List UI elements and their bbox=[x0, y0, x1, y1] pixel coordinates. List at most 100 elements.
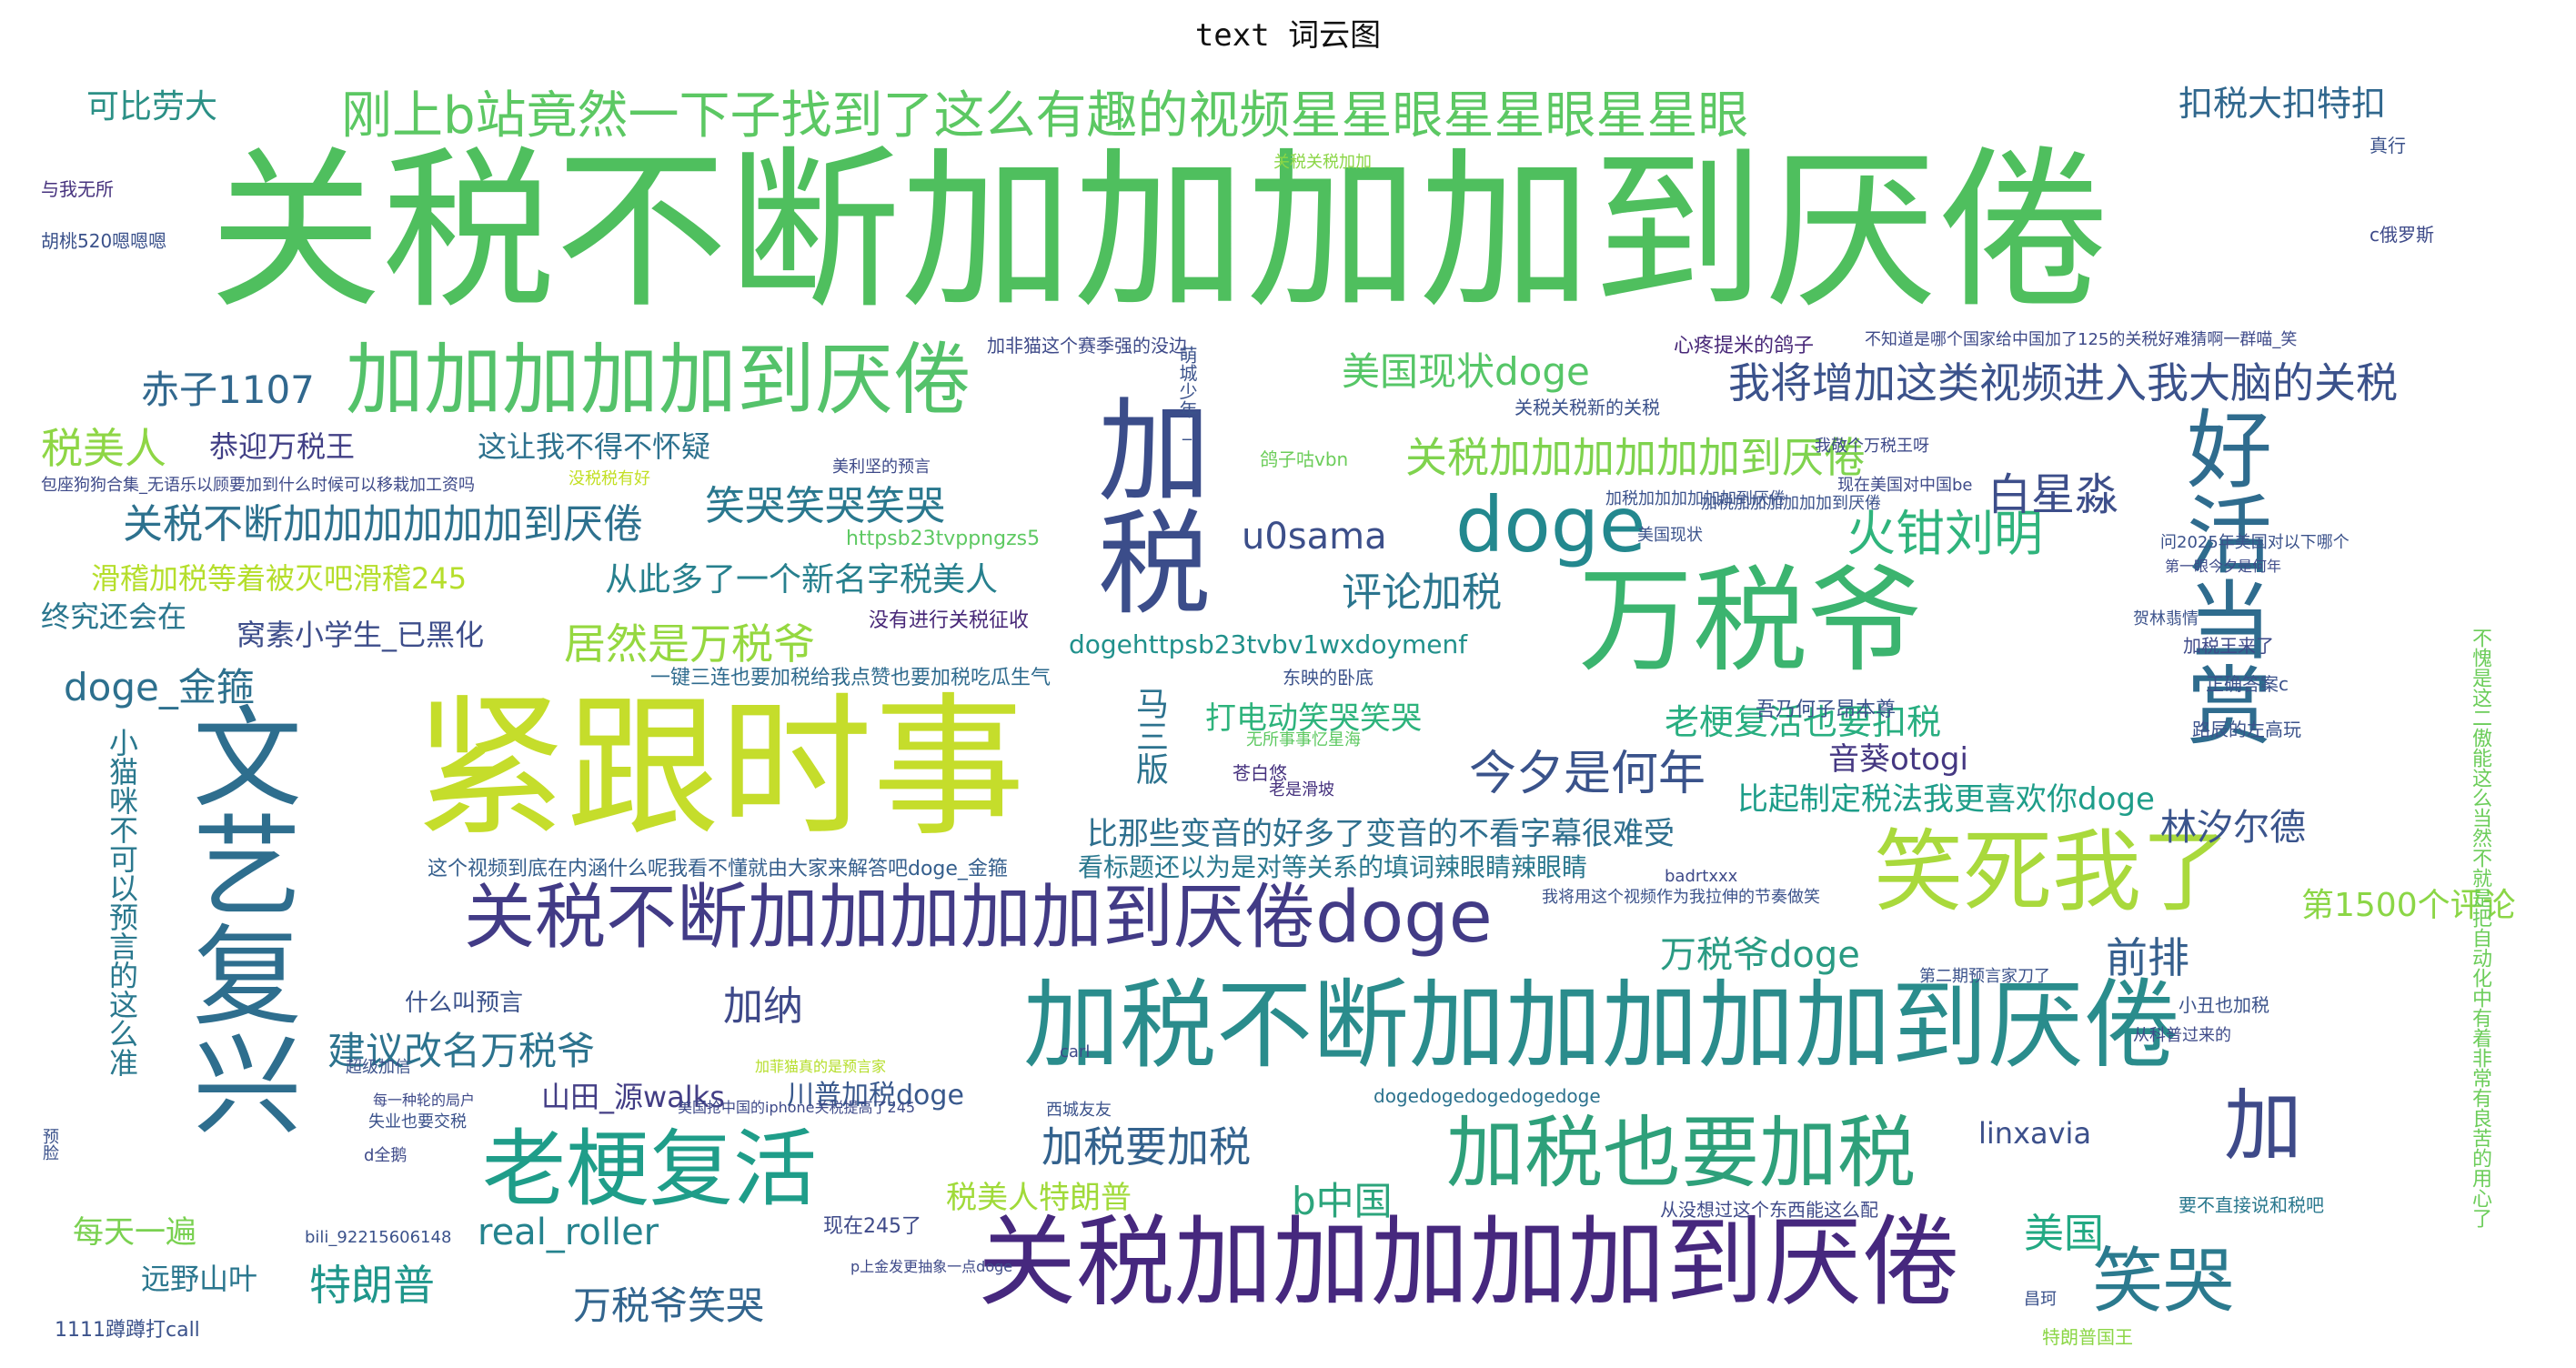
word: 远野山叶 bbox=[141, 1262, 258, 1296]
word: 鸽子咕vbn bbox=[1260, 448, 1349, 470]
word: 比起制定税法我更喜欢你doge bbox=[1737, 781, 2155, 818]
word: 加税加加加加加加到厌倦 bbox=[1605, 489, 1786, 508]
word: 万税爷doge bbox=[1660, 934, 1860, 976]
word: 美利坚的预言 bbox=[832, 458, 931, 477]
word: 我将增加这类视频进入我大脑的关税 bbox=[1728, 358, 2398, 407]
word: 小丑也加税 bbox=[2179, 994, 2269, 1016]
word: httpsb23tvppngzs5 bbox=[846, 528, 1041, 550]
word: 什么叫预言 bbox=[405, 990, 524, 1017]
word: 贺林翡情 bbox=[2133, 609, 2199, 629]
word: 加菲猫真的是预言家 bbox=[755, 1058, 887, 1075]
word: 每天一遍 bbox=[73, 1214, 196, 1251]
word: 现在美国对中国be bbox=[1837, 476, 1973, 495]
word: linxavia bbox=[1978, 1116, 2092, 1151]
word: bili_92215606148 bbox=[305, 1228, 452, 1247]
word: 紧跟时事 bbox=[414, 679, 1025, 857]
word: carl bbox=[1060, 1042, 1091, 1061]
word: 这让我不得不怀疑 bbox=[478, 429, 711, 464]
word: real_roller bbox=[478, 1212, 659, 1253]
word: 今夕是何年 bbox=[1469, 747, 1706, 801]
word: 川普加税doge bbox=[787, 1080, 964, 1112]
word: 胡桃520嗯嗯嗯 bbox=[41, 230, 167, 252]
word: 可比劳大 bbox=[86, 88, 218, 126]
word: 加税要加税 bbox=[1041, 1122, 1251, 1172]
word: 税美人特朗普 bbox=[946, 1180, 1132, 1216]
word: 好活当赏 bbox=[2172, 405, 2271, 747]
word: 心疼提米的鸽子 bbox=[1674, 335, 1815, 357]
word: 马三版 bbox=[1131, 687, 1168, 785]
word: 老梗复活 bbox=[482, 1121, 818, 1218]
word: 刚上b站竟然一下子找到了这么有趣的视频星星眼星星眼星星眼 bbox=[341, 86, 1749, 146]
word: 税美人 bbox=[41, 424, 166, 473]
word: 赤子1107 bbox=[141, 367, 315, 412]
word: 从科普过来的 bbox=[2133, 1026, 2231, 1045]
word: 加纳 bbox=[723, 983, 803, 1030]
word: 与我无所 bbox=[41, 178, 114, 200]
word: 窝素小学生_已黑化 bbox=[236, 618, 485, 652]
word: 加非猫这个赛季强的没边 bbox=[987, 335, 1187, 357]
word: 加税不断加加加加加到厌倦 bbox=[1023, 970, 2180, 1081]
word: d全鹅 bbox=[364, 1146, 408, 1165]
word: 失业也要交税 bbox=[368, 1112, 467, 1132]
word: 第1500个评论 bbox=[2301, 887, 2516, 924]
word: 评论加税 bbox=[1342, 569, 1502, 616]
word: 建议改名万税爷 bbox=[327, 1029, 596, 1073]
word: 包座狗狗合集_无语乐以顾要加到什么时候可以移栽加工资吗 bbox=[41, 476, 475, 495]
word: 超级加信 bbox=[346, 1058, 411, 1077]
word: 西城友友 bbox=[1046, 1101, 1112, 1120]
word: 居然是万税爷 bbox=[564, 619, 815, 669]
word: 特朗普国王 bbox=[2042, 1326, 2133, 1348]
word: 万税爷笑哭 bbox=[573, 1283, 765, 1328]
word: 美国现状doge bbox=[1342, 349, 1590, 394]
word: 白星淼 bbox=[1987, 469, 2119, 520]
word: 预脸 bbox=[40, 1128, 59, 1161]
word: p上金发更抽象一点doge bbox=[850, 1258, 1013, 1275]
word: 加加加加加到厌倦 bbox=[346, 335, 971, 426]
word: 音葵otogi bbox=[1828, 741, 1968, 778]
word: 关税加加加加加加到厌倦 bbox=[1405, 433, 1866, 482]
word: 美国 bbox=[2024, 1211, 2104, 1257]
word: 问2025年美国对以下哪个 bbox=[2160, 533, 2350, 552]
word: 前排 bbox=[2106, 933, 2189, 982]
word: 第一眼今夕是何年 bbox=[2165, 558, 2282, 575]
word: doge_金箍 bbox=[64, 665, 255, 709]
word: 老梗复活也要扣税 bbox=[1665, 702, 1942, 742]
word: 加税加加加加加加到厌倦 bbox=[1701, 494, 1881, 513]
word: 没有进行关税征收 bbox=[869, 609, 1030, 632]
word: 关税不断加加加加加到厌倦doge bbox=[464, 877, 1493, 959]
word: 笑死我了 bbox=[1874, 820, 2231, 924]
word: 恭迎万税王 bbox=[209, 429, 356, 464]
word: 关税不断加加加加加加到厌倦 bbox=[123, 501, 643, 548]
word: 这个视频到底在内涵什么呢我看不懂就由大家来解答吧doge_金箍 bbox=[428, 858, 1008, 880]
word: 苍白悠 bbox=[1233, 762, 1287, 784]
word: 打电动笑哭笑哭 bbox=[1205, 700, 1422, 737]
word: 美国抢中国的iphone关税提高了245 bbox=[678, 1099, 916, 1116]
word: 加税也要加税 bbox=[1446, 1108, 1916, 1199]
word: u0sama bbox=[1242, 516, 1387, 558]
word: 加税 bbox=[1078, 391, 1209, 617]
word: 加 bbox=[2224, 1081, 2302, 1172]
chart-title: text 词云图 bbox=[1194, 17, 1382, 54]
word: badrtxxx bbox=[1665, 867, 1738, 886]
word: 美国现状 bbox=[1637, 526, 1703, 545]
word: 从此多了一个新名字税美人 bbox=[605, 561, 999, 598]
word: 火钳刘明 bbox=[1846, 505, 2043, 562]
word: 万税爷 bbox=[1578, 554, 1922, 688]
word: 昌珂 bbox=[2024, 1290, 2057, 1309]
word: 每一种轮的局户 bbox=[373, 1091, 476, 1109]
word: 一键三连也要加税给我点赞也要加税吃瓜生气 bbox=[650, 667, 1052, 689]
word: 笑哭 bbox=[2092, 1241, 2235, 1323]
word: 现在245了 bbox=[823, 1215, 921, 1238]
word: dogedogedogedogedoge bbox=[1374, 1085, 1601, 1107]
word: 要不直接说和税吧 bbox=[2179, 1194, 2324, 1216]
word: 1111蹲蹲打call bbox=[55, 1319, 200, 1342]
word: 东映的卧底 bbox=[1283, 667, 1374, 689]
word: doge bbox=[1455, 480, 1646, 569]
word: 文艺复兴 bbox=[174, 700, 300, 1137]
word: b中国 bbox=[1292, 1179, 1393, 1223]
word: 从没想过这个东西能这么配 bbox=[1660, 1199, 1878, 1221]
word: 小猫咪不可以预言的这么准 bbox=[105, 728, 139, 1077]
word: 吾乃何子昂本尊 bbox=[1756, 699, 1897, 721]
word: 加税王来了 bbox=[2183, 635, 2274, 657]
